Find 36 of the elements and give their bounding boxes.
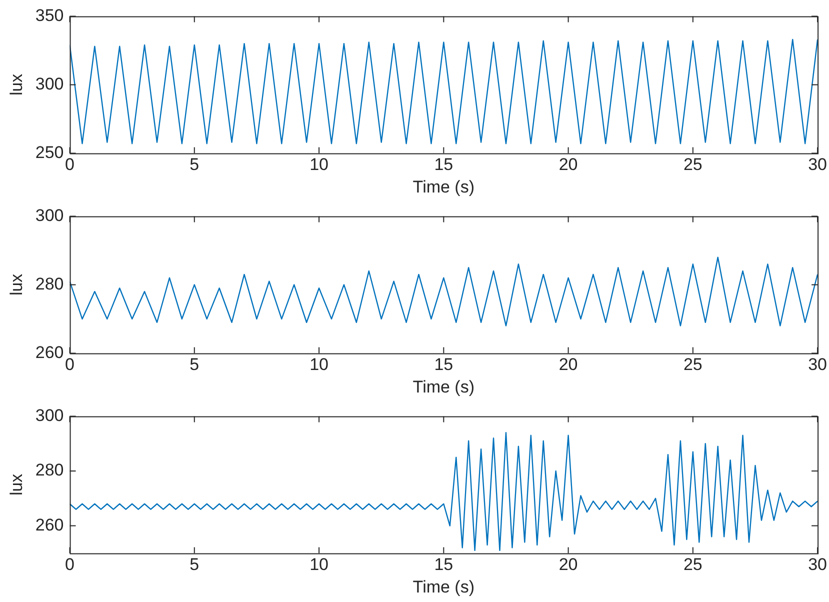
x-tick-label: 10 [310,355,328,374]
y-axis-title: lux [6,73,26,96]
x-tick-label: 15 [434,155,454,174]
x-tick-label: 25 [683,355,702,374]
x-tick-label: 10 [310,155,328,174]
x-tick-label: 5 [190,155,200,174]
x-tick-label: 15 [434,555,454,574]
x-tick-label: 30 [808,355,828,374]
y-tick-label: 300 [35,406,64,425]
x-tick-label: 20 [558,355,578,374]
y-axis-title: lux [6,273,26,296]
x-tick-label: 30 [808,555,828,574]
x-axis-title: Time (s) [412,177,475,196]
x-axis-title: Time (s) [412,577,475,596]
x-tick-label: 10 [310,555,328,574]
x-tick-label: 25 [683,155,702,174]
y-tick-label: 350 [35,6,64,25]
x-tick-label: 5 [190,555,200,574]
y-tick-label: 260 [35,515,64,534]
y-axis-title: lux [6,473,26,496]
y-tick-label: 300 [35,74,64,94]
x-tick-label: 20 [558,155,578,174]
x-tick-label: 15 [434,355,454,374]
x-tick-label: 25 [683,555,702,574]
x-axis-title: Time (s) [412,377,475,396]
x-tick-label: 0 [65,155,74,174]
x-tick-label: 30 [808,155,828,174]
x-tick-label: 5 [190,355,200,374]
y-tick-label: 280 [35,274,64,294]
x-tick-label: 0 [65,355,74,374]
y-tick-label: 250 [35,142,64,162]
x-tick-label: 0 [65,555,74,574]
x-tick-label: 20 [558,555,578,574]
y-tick-label: 300 [35,206,64,225]
y-tick-label: 260 [35,342,64,362]
y-tick-label: 280 [35,460,64,480]
